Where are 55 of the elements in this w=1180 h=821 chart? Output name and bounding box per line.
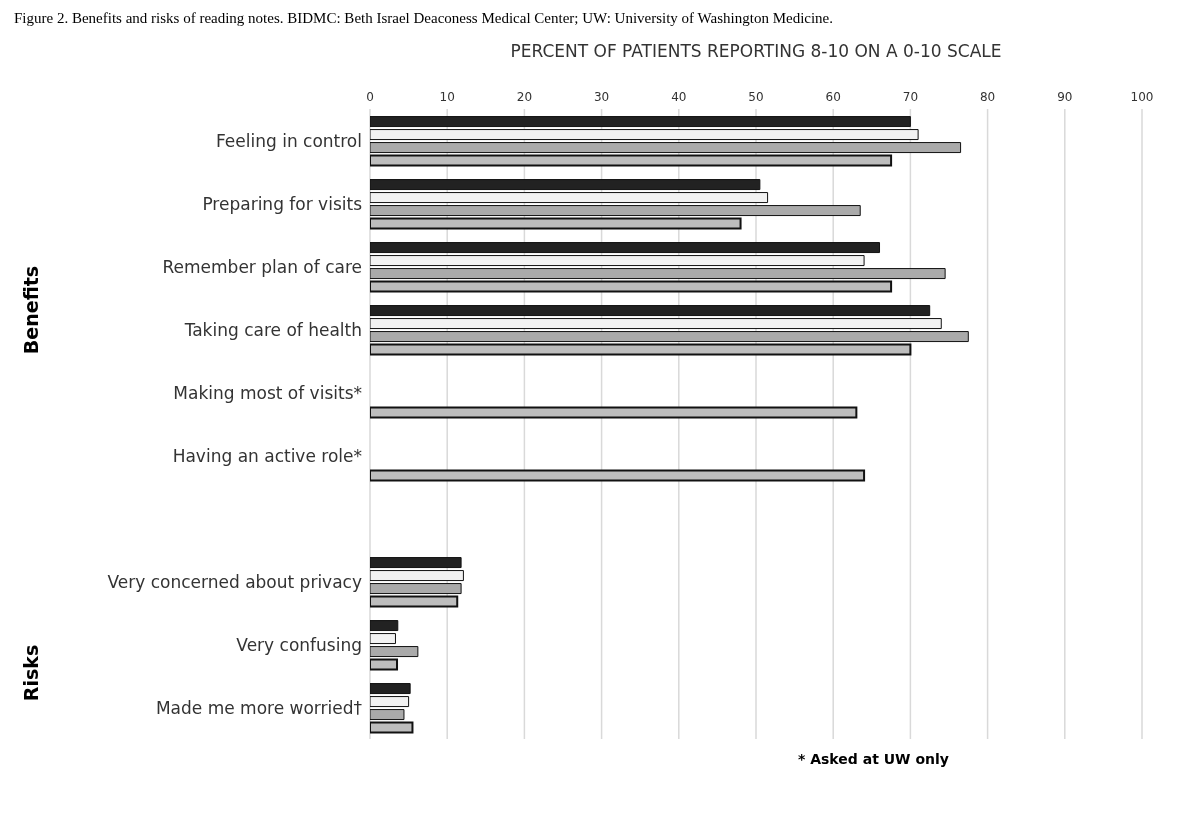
y-tick-label: Very confusing: [236, 634, 362, 655]
bar: [370, 683, 411, 695]
y-tick-label: Preparing for visits: [202, 193, 363, 214]
x-tick-label: 90: [1057, 90, 1073, 104]
y-tick-label: Made me more worried†: [155, 697, 363, 718]
bar: [370, 557, 462, 569]
x-tick-label: 40: [671, 90, 687, 104]
chart-title: Figure 2. Benefits and risks of reading notes. BIDMC: Beth Israel Deaconess Medical Center; UW: University of Washington Medicine.: [13, 9, 835, 28]
x-tick-label: 80: [979, 90, 996, 104]
text: Benefits: [20, 265, 43, 355]
x-tick-label: 30: [593, 90, 610, 104]
bar: [370, 646, 419, 658]
bar: [370, 268, 946, 280]
bar: [370, 406, 858, 419]
y-tick-label: Taking care of health: [183, 319, 362, 340]
y-tick-label: Having an active role*: [172, 445, 362, 466]
bar: [370, 469, 866, 482]
bar: [370, 116, 911, 128]
x-axis-title: PERCENT OF PATIENTS REPORTING 8-10 ON A 0-10 SCALE: [510, 41, 1002, 61]
bar: [370, 721, 414, 734]
bar: [370, 142, 962, 154]
bar: [370, 318, 942, 330]
x-tick-label: 70: [902, 90, 919, 104]
bar: [370, 709, 405, 721]
text: Risks: [20, 644, 42, 702]
bar: [370, 331, 969, 343]
y-tick-label: Remember plan of care: [162, 256, 362, 277]
y-tick-label: Making most of visits*: [173, 382, 362, 403]
bar: [370, 658, 399, 671]
bar: [370, 154, 893, 167]
bar: [370, 280, 893, 293]
x-tick-label: 0: [366, 90, 374, 104]
bar: [370, 255, 865, 267]
bar: [370, 595, 459, 608]
y-tick-label: Feeling in control: [215, 130, 362, 151]
bar: [370, 633, 396, 645]
y-tick-label: Very concerned about privacy: [107, 571, 362, 592]
bar: [370, 242, 881, 254]
bar: [370, 129, 919, 141]
x-tick-label: 60: [825, 90, 841, 104]
x-tick-label: 100: [1130, 90, 1154, 104]
bar: [370, 305, 931, 317]
x-tick-label: 20: [516, 90, 533, 104]
bar: [370, 205, 861, 217]
x-tick-label: 50: [748, 90, 764, 104]
bar: [370, 696, 410, 708]
bar: [370, 570, 464, 582]
bar: [370, 343, 912, 356]
bar: [370, 192, 769, 204]
bar: [370, 217, 742, 230]
x-tick-label: 10: [439, 90, 455, 104]
bar: [370, 620, 399, 632]
text: * Asked at UW only: [798, 751, 949, 767]
bar: [370, 583, 462, 595]
bar: [370, 179, 761, 191]
